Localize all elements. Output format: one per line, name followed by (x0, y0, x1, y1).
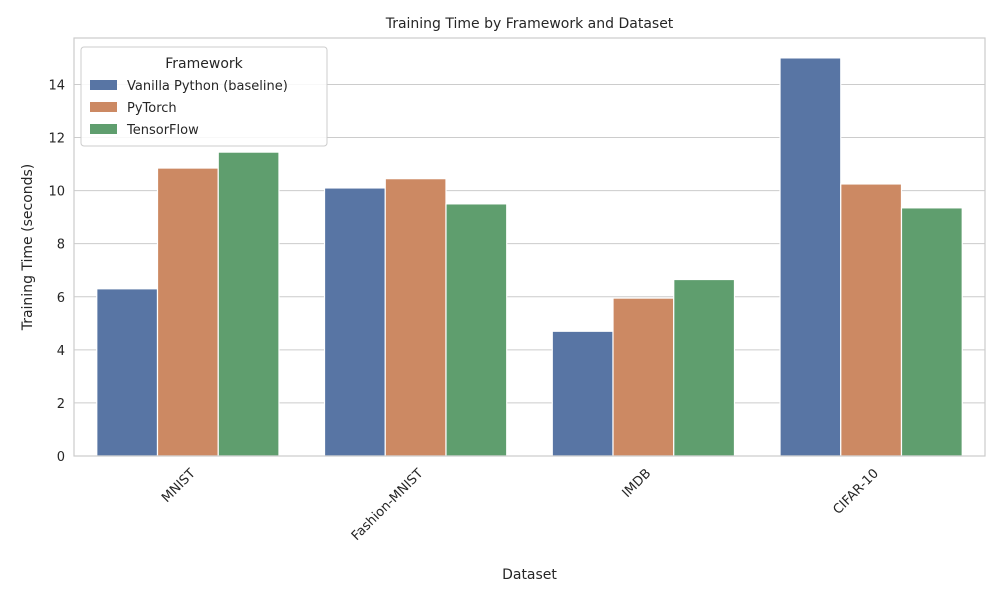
bar-pytorch-imdb (612, 297, 675, 457)
bar-vanilla-python-baseline-fashion-mnist (323, 187, 386, 457)
y-tick-label: 10 (48, 185, 65, 200)
legend-entry: PyTorch (127, 101, 177, 116)
legend-items: Vanilla Python (baseline) PyTorch TensorFl… (90, 79, 288, 138)
x-tick-label: IMDB (620, 466, 655, 501)
bars (96, 57, 963, 457)
y-tick-label: 6 (57, 291, 65, 306)
bar-pytorch-cifar-10 (840, 183, 903, 457)
y-tick-label: 8 (57, 238, 65, 253)
bar-pytorch-mnist (156, 167, 219, 457)
y-axis-label: Training Time (seconds) (20, 164, 36, 332)
bar-vanilla-python-baseline-imdb (551, 330, 614, 457)
bar-tensorflow-fashion-mnist (445, 203, 508, 457)
bar-vanilla-python-baseline-mnist (96, 288, 159, 457)
x-tick-label: CIFAR-10 (830, 466, 881, 517)
bar-tensorflow-cifar-10 (900, 207, 963, 457)
y-tick-label: 0 (57, 450, 65, 465)
y-tick-labels: 0 2 4 6 8 10 12 14 (48, 78, 65, 465)
bar-pytorch-fashion-mnist (384, 178, 447, 457)
legend-box (80, 46, 328, 147)
legend-title: Framework (165, 56, 243, 72)
legend-entry: TensorFlow (126, 123, 199, 138)
y-tick-label: 2 (57, 397, 65, 412)
x-tick-label: MNIST (159, 466, 199, 506)
legend-entry: Vanilla Python (baseline) (127, 79, 288, 94)
y-tick-label: 4 (57, 344, 65, 359)
y-tick-label: 14 (48, 78, 65, 93)
bar-vanilla-python-baseline-cifar-10 (779, 57, 842, 457)
x-tick-label: Fashion-MNIST (349, 466, 427, 544)
y-tick-label: 12 (48, 132, 65, 147)
plot-frame (73, 37, 986, 457)
x-tick-labels: MNIST Fashion-MNIST IMDB CIFAR-10 (159, 466, 882, 544)
bar-tensorflow-mnist (217, 151, 280, 457)
x-axis-label: Dataset (502, 567, 557, 583)
legend-swatch (90, 124, 117, 134)
legend: Framework Vanilla Python (baseline) PyTor… (80, 46, 328, 147)
chart-title: Training Time by Framework and Dataset (385, 16, 674, 32)
legend-swatch (90, 102, 117, 112)
legend-swatch (90, 80, 117, 90)
bar-tensorflow-imdb (673, 278, 736, 457)
